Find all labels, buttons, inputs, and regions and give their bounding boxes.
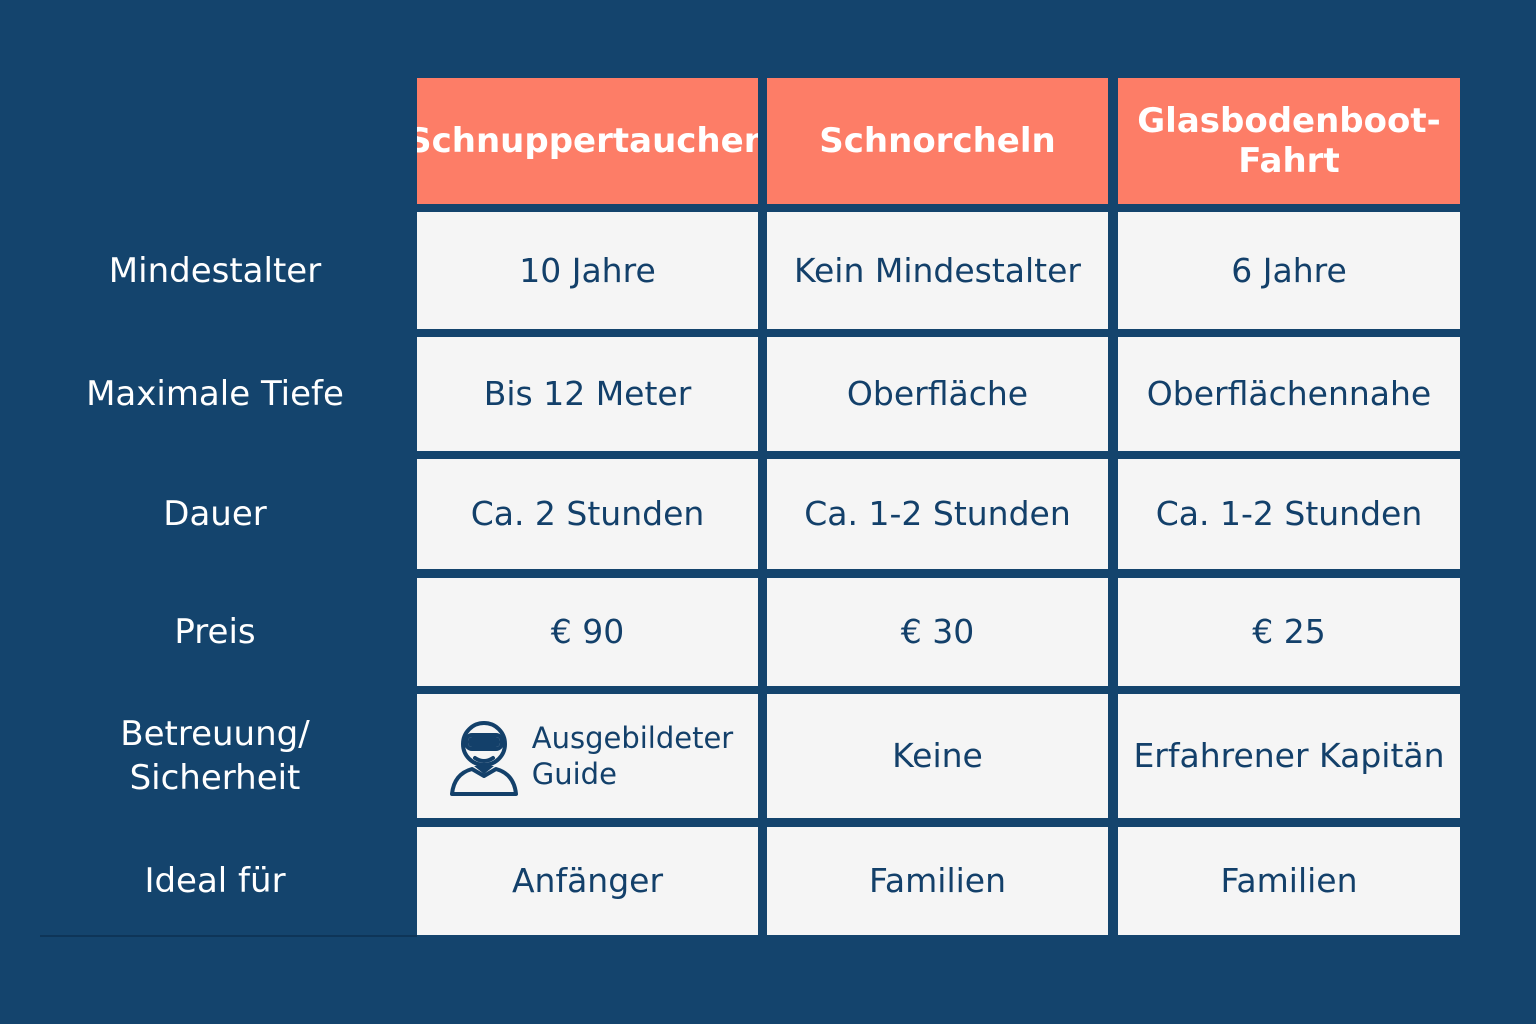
cell-value: Anfänger [511, 861, 664, 900]
cell-value: Ca. 1-2 Stunden [1155, 494, 1423, 533]
column-header-schnuppertauchen: Schnuppertauchen [417, 78, 758, 204]
cell-value: Ca. 1-2 Stunden [804, 494, 1071, 533]
table-cell: Ausgebildeter Guide [417, 694, 758, 818]
cell-value: Ca. 2 Stunden [470, 494, 705, 533]
row-label-ideal-fuer: Ideal für [144, 861, 286, 901]
table-cell: Oberfläche [767, 337, 1108, 451]
cell-value: € 25 [1252, 612, 1326, 651]
cell-value: € 90 [550, 612, 625, 651]
column-header-glasbodenboot: Glasbodenboot- Fahrt [1118, 78, 1460, 204]
table-cell: Ca. 1-2 Stunden [1118, 459, 1460, 569]
row-label-dauer: Dauer [163, 494, 267, 534]
table-cell: Familien [1118, 827, 1460, 935]
cell-value: 10 Jahre [519, 250, 656, 290]
divider [40, 935, 417, 937]
table-cell: Erfahrener Kapitän [1118, 694, 1460, 818]
column-header-label: Schnuppertauchen [417, 121, 758, 161]
table-cell: € 30 [767, 578, 1108, 686]
table-cell: € 25 [1118, 578, 1460, 686]
column-header-label: Schnorcheln [819, 121, 1056, 161]
cell-value: Erfahrener Kapitän [1133, 736, 1445, 775]
table-cell: 6 Jahre [1118, 212, 1460, 329]
cell-value: 6 Jahre [1231, 250, 1347, 290]
cell-value: Oberflächennahe [1146, 374, 1432, 413]
cell-value: Keine [892, 736, 983, 775]
table-cell: Anfänger [417, 827, 758, 935]
cell-value: Kein Mindestalter [793, 250, 1081, 290]
cell-value: Familien [868, 861, 1007, 900]
row-label-preis: Preis [174, 612, 256, 652]
cell-value: Bis 12 Meter [483, 374, 692, 413]
column-header-schnorcheln: Schnorcheln [767, 78, 1108, 204]
guide-cell-content: Ausgebildeter Guide [442, 714, 734, 798]
table-cell: Ca. 1-2 Stunden [767, 459, 1108, 569]
table-cell: Bis 12 Meter [417, 337, 758, 451]
table-cell: Keine [767, 694, 1108, 818]
table-cell: Oberflächennahe [1118, 337, 1460, 451]
row-label-mindestalter: Mindestalter [108, 250, 322, 291]
row-label-maximale-tiefe: Maximale Tiefe [86, 374, 344, 414]
table-cell: Kein Mindestalter [767, 212, 1108, 329]
cell-value: Oberfläche [846, 374, 1029, 413]
cell-value: € 30 [900, 612, 975, 651]
table-cell: Ca. 2 Stunden [417, 459, 758, 569]
row-label-betreuung-sicherheit: Betreuung/ Sicherheit [120, 714, 310, 798]
table-cell: € 90 [417, 578, 758, 686]
cell-value: Familien [1220, 861, 1358, 900]
table-cell: Familien [767, 827, 1108, 935]
table-cell: 10 Jahre [417, 212, 758, 329]
cell-value: Ausgebildeter Guide [531, 721, 734, 791]
diver-guide-icon [442, 714, 526, 798]
column-header-label: Glasbodenboot- Fahrt [1137, 101, 1441, 181]
